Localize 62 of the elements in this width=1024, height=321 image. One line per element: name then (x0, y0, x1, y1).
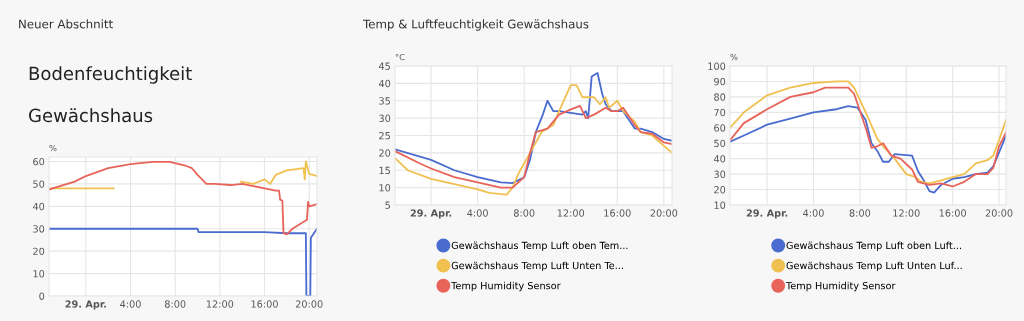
y-tick-label: 30 (379, 114, 391, 122)
legend-label: Temp Humidity Sensor (785, 281, 896, 292)
y-tick-label: 40 (378, 79, 391, 88)
x-tick-label: 12:00 (557, 209, 585, 217)
x-tick-label: 4:00 (467, 209, 488, 217)
x-tick-label: 4:00 (803, 209, 824, 217)
y-tick-label: 40 (713, 155, 726, 163)
legend-label: Gewächshaus Temp Luft oben Tem... (451, 241, 628, 251)
y-tick-label: 20 (379, 149, 391, 157)
y-tick-label: 60 (33, 157, 45, 166)
y-tick-label: 25 (379, 131, 390, 140)
y-tick-label: 60 (714, 124, 726, 132)
legend-label: Gewächshaus Temp Luft Unten Luf... (786, 261, 962, 272)
y-axis-title: °C (395, 53, 405, 61)
x-tick-label: 29. Apr. (410, 209, 452, 219)
text: Temp & Luftfeuchtigkeit Gewächshaus (362, 19, 589, 31)
x-tick-label: 8:00 (164, 300, 186, 308)
y-tick-label: 35 (379, 97, 390, 105)
y-tick-label: 20 (33, 247, 45, 255)
x-tick-label: 16:00 (251, 300, 278, 308)
y-tick-label: 10 (714, 201, 726, 209)
y-tick-label: 15 (379, 166, 390, 175)
y-tick-label: 40 (32, 202, 45, 211)
x-tick-label: 12:00 (206, 300, 234, 308)
x-tick-label: 29. Apr. (746, 209, 788, 219)
y-tick-label: 50 (714, 139, 726, 148)
text: Neuer Abschnitt (19, 19, 113, 29)
x-tick-label: 8:00 (513, 209, 535, 217)
y-tick-label: 70 (714, 108, 726, 117)
y-tick-label: 30 (33, 225, 45, 233)
y-tick-label: 20 (714, 186, 726, 194)
line-series (49, 161, 317, 236)
y-tick-label: 10 (379, 184, 391, 192)
x-tick-label: 4:00 (120, 300, 141, 308)
y-axis-title: % (730, 53, 738, 61)
y-axis-title: % (49, 144, 57, 152)
x-tick-label: 29. Apr. (65, 300, 106, 310)
legend-label: Temp Humidity Sensor (451, 281, 561, 292)
chart-subtitle: Gewächshaus (29, 108, 153, 123)
y-tick-label: 30 (714, 170, 726, 178)
line-series (395, 72, 672, 185)
y-tick-label: 0 (39, 292, 45, 300)
legend-label: Gewächshaus Temp Luft Unten Te... (451, 261, 623, 272)
line-series (395, 105, 672, 189)
legend-label: Gewächshaus Temp Luft oben Luft... (786, 241, 962, 251)
x-tick-label: 12:00 (893, 209, 920, 217)
y-tick-label: 10 (33, 270, 45, 278)
x-tick-label: 16:00 (939, 209, 967, 217)
x-tick-label: 8:00 (849, 209, 871, 217)
y-tick-label: 80 (714, 93, 726, 101)
x-tick-label: 16:00 (604, 209, 631, 217)
y-tick-label: 5 (385, 201, 390, 209)
y-tick-label: 90 (714, 77, 726, 86)
y-tick-label: 100 (708, 62, 726, 70)
line-series (395, 84, 672, 196)
line-series (730, 105, 1006, 194)
x-tick-label: 20:00 (985, 209, 1013, 217)
y-tick-label: 50 (33, 180, 45, 188)
y-tick-label: 45 (378, 62, 390, 70)
x-tick-label: 20:00 (295, 300, 323, 308)
x-tick-label: 20:00 (650, 209, 678, 217)
chart-title: Bodenfeuchtigkeit (29, 66, 192, 84)
